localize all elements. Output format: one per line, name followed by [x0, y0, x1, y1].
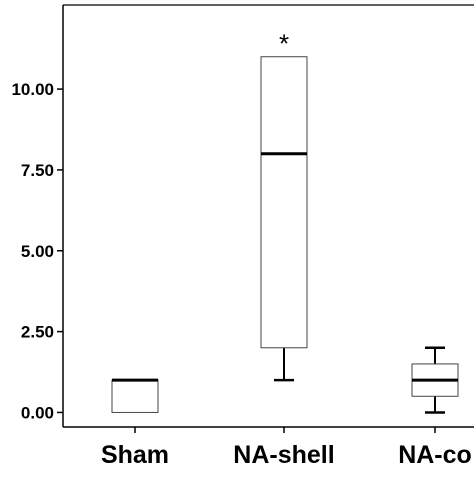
significance-marker: *: [279, 29, 289, 59]
y-tick-label: 7.50: [21, 161, 54, 180]
x-tick-label: NA-shell: [233, 441, 334, 469]
box-body: [260, 56, 308, 349]
y-tick-label: 10.00: [11, 80, 54, 99]
y-tick-label: 5.00: [21, 242, 54, 261]
x-tick-label: Sham: [101, 441, 169, 469]
y-tick-label: 2.50: [21, 323, 54, 342]
y-tick-label: 0.00: [21, 403, 54, 422]
box-body: [111, 379, 159, 413]
x-tick-label: NA-co: [398, 441, 472, 469]
